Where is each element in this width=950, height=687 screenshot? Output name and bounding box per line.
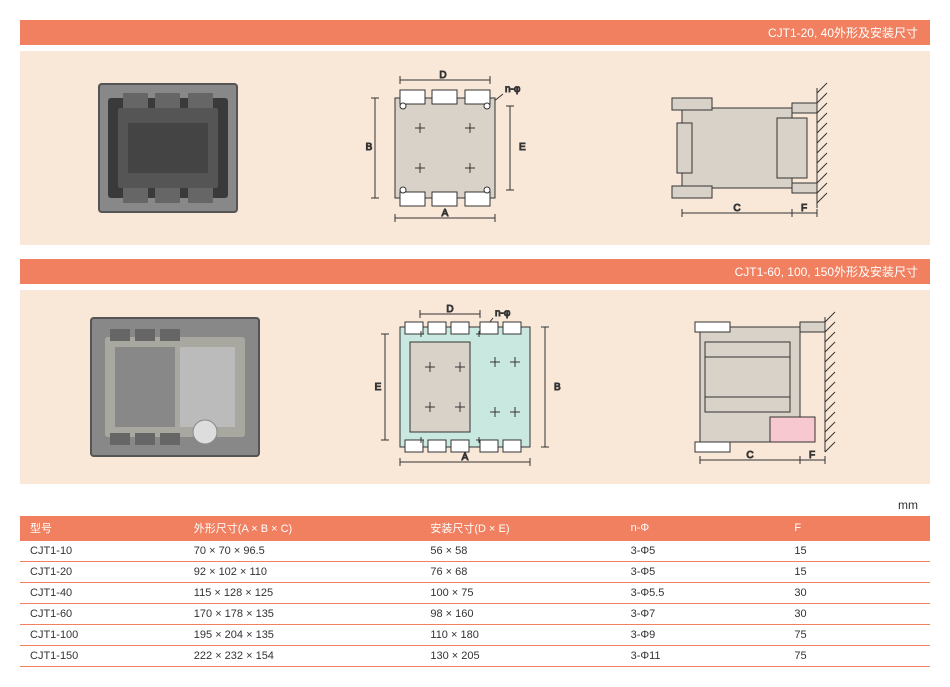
table-row: CJT1-150222 × 232 × 154130 × 2053-Φ1175 [20,646,930,667]
dim-C: C [733,203,740,214]
dim-D: D [439,70,446,81]
table-row: CJT1-2092 × 102 × 11076 × 683-Φ515 [20,562,930,583]
table-cell: 76 × 68 [420,562,620,583]
table-cell: CJT1-40 [20,583,184,604]
table-cell: 98 × 160 [420,604,620,625]
table-cell: 110 × 180 [420,625,620,646]
dim-F2: F [809,450,815,461]
dim-nphi: n-φ [505,84,521,95]
table-cell: 3-Φ9 [621,625,785,646]
col-de: 安装尺寸(D × E) [420,516,620,541]
dim-E: E [519,142,526,153]
table-cell: 3-Φ5 [621,562,785,583]
dim-A: A [442,208,449,219]
dim-B: B [366,142,373,153]
table-cell: 75 [784,646,930,667]
dim-E2: E [375,382,382,393]
col-f: F [784,516,930,541]
side-drawing-1: C F [652,68,852,228]
table-cell: CJT1-10 [20,541,184,562]
product-photo-2 [90,317,260,457]
table-cell: 56 × 58 [420,541,620,562]
table-cell: 100 × 75 [420,583,620,604]
col-model: 型号 [20,516,184,541]
unit-text: mm [898,498,918,512]
table-cell: 195 × 204 × 135 [184,625,421,646]
table-row: CJT1-60170 × 178 × 13598 × 1603-Φ730 [20,604,930,625]
table-cell: 3-Φ7 [621,604,785,625]
table-cell: 75 [784,625,930,646]
table-cell: 115 × 128 × 125 [184,583,421,604]
dim-nphi2: n-φ [495,308,511,319]
col-abc: 外形尺寸(A × B × C) [184,516,421,541]
dim-B2: B [554,382,561,393]
table-cell: 3-Φ5.5 [621,583,785,604]
table-row: CJT1-40115 × 128 × 125100 × 753-Φ5.530 [20,583,930,604]
dim-C2: C [746,450,753,461]
dim-A2: A [462,452,469,463]
table-cell: CJT1-100 [20,625,184,646]
table-cell: 170 × 178 × 135 [184,604,421,625]
front-drawing-1: D n-φ [355,68,535,228]
side-drawing-2: C F [670,302,860,472]
table-row: CJT1-1070 × 70 × 96.556 × 583-Φ515 [20,541,930,562]
table-cell: CJT1-60 [20,604,184,625]
section-2-header: CJT1-60, 100, 150外形及安装尺寸 [20,259,930,284]
section-1-title: CJT1-20, 40外形及安装尺寸 [768,26,918,40]
table-row: CJT1-100195 × 204 × 135110 × 1803-Φ975 [20,625,930,646]
table-cell: CJT1-20 [20,562,184,583]
dim-D2: D [446,304,453,315]
table-cell: 70 × 70 × 96.5 [184,541,421,562]
product-photo-1 [98,83,238,213]
section-2-title: CJT1-60, 100, 150外形及安装尺寸 [735,265,918,279]
table-cell: 30 [784,583,930,604]
section-1-panel: D n-φ [20,51,930,245]
table-cell: 130 × 205 [420,646,620,667]
dimensions-table: 型号 外形尺寸(A × B × C) 安装尺寸(D × E) n-Φ F CJT… [20,516,930,667]
section-1-header: CJT1-20, 40外形及安装尺寸 [20,20,930,45]
table-cell: 30 [784,604,930,625]
table-cell: 15 [784,541,930,562]
table-cell: CJT1-150 [20,646,184,667]
table-cell: 92 × 102 × 110 [184,562,421,583]
front-drawing-2: D n-φ [360,302,570,472]
table-cell: 15 [784,562,930,583]
table-cell: 3-Φ11 [621,646,785,667]
table-header-row: 型号 外形尺寸(A × B × C) 安装尺寸(D × E) n-Φ F [20,516,930,541]
section-2-panel: D n-φ [20,290,930,484]
dim-F: F [801,203,807,214]
col-nphi: n-Φ [621,516,785,541]
table-cell: 3-Φ5 [621,541,785,562]
unit-label: mm [20,498,918,512]
table-cell: 222 × 232 × 154 [184,646,421,667]
